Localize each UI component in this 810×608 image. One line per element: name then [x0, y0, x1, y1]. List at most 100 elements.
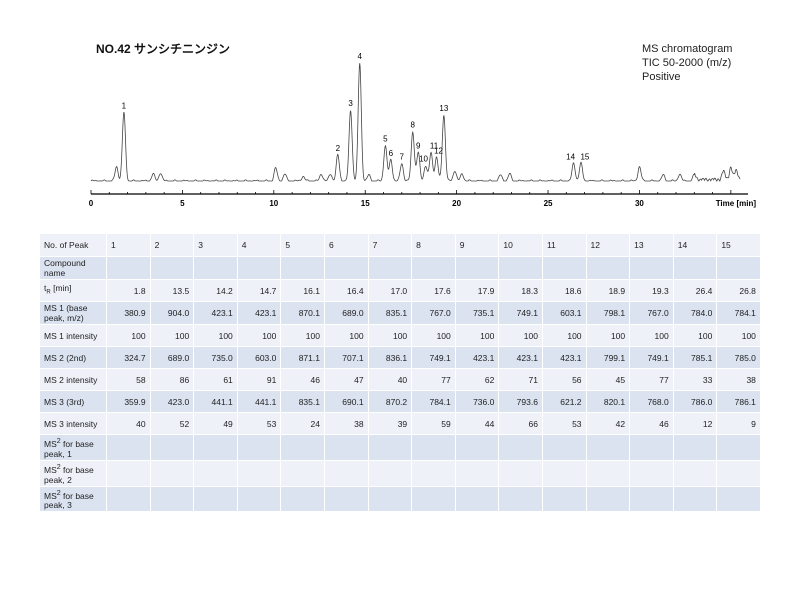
- table-cell: 66: [498, 412, 543, 435]
- time-axis: 0 5 10 15 20 25 30 Time [min]: [89, 190, 757, 208]
- table-cell: [367, 434, 413, 461]
- table-cell: 17.0: [367, 279, 413, 302]
- x-tick-label: 0: [89, 199, 94, 208]
- table-cell: 359.9: [106, 390, 151, 413]
- table-row: Compound name: [39, 256, 761, 280]
- table-cell: 820.1: [585, 390, 631, 413]
- row-label-cell: MS 1 intensity: [39, 324, 107, 347]
- table-cell: [541, 256, 587, 280]
- row-label-cell: MS2 for base peak, 1: [39, 434, 107, 461]
- table-cell: 53: [236, 412, 282, 435]
- table-cell: 9: [716, 412, 761, 435]
- peak-number-cell: 9: [454, 233, 500, 257]
- peak-label-5: 5: [383, 135, 388, 144]
- table-cell: 56: [541, 368, 587, 391]
- table-cell: 707.1: [323, 346, 369, 369]
- x-tick-label: 25: [544, 199, 553, 208]
- table-cell: 100: [498, 324, 543, 347]
- table-cell: 14.7: [236, 279, 282, 302]
- table-cell: [149, 256, 195, 280]
- table-cell: 870.2: [367, 390, 413, 413]
- table-cell: 24: [280, 412, 325, 435]
- table-cell: 16.1: [280, 279, 325, 302]
- x-tick-label: 20: [452, 199, 461, 208]
- table-cell: 17.9: [454, 279, 500, 302]
- table-cell: 46: [280, 368, 325, 391]
- table-header-row: No. of Peak 1 2 3 4 5 6 7 8 9 10 11 12 13 14 15: [39, 233, 761, 257]
- peak-label-12: 12: [434, 146, 443, 155]
- table-cell: 784.1: [716, 301, 761, 325]
- table-cell: [629, 256, 674, 280]
- table-cell: [629, 434, 674, 461]
- table-cell: [498, 459, 543, 487]
- table-cell: [585, 459, 631, 487]
- row-label-cell: MS 1 (base peak, m/z): [39, 301, 107, 325]
- table-cell: 38: [323, 412, 369, 435]
- table-cell: 423.1: [193, 301, 238, 325]
- peak-label-2: 2: [336, 144, 341, 153]
- page-title: NO.42 サンシチニンジン: [96, 42, 231, 56]
- table-cell: [193, 459, 238, 487]
- table-cell: [585, 434, 631, 461]
- table-cell: 38: [716, 368, 761, 391]
- peak-number-cell: 10: [498, 233, 543, 257]
- table-cell: 799.1: [585, 346, 631, 369]
- table-cell: [280, 459, 325, 487]
- table-row: MS2 for base peak, 2: [39, 459, 761, 487]
- table-cell: 690.1: [323, 390, 369, 413]
- table-cell: 77: [629, 368, 674, 391]
- peak-label-6: 6: [389, 149, 394, 158]
- table-cell: [323, 459, 369, 487]
- table-cell: 784.1: [411, 390, 456, 413]
- table-cell: [193, 434, 238, 461]
- table-cell: 870.1: [280, 301, 325, 325]
- info-line-range: TIC 50-2000 (m/z): [642, 57, 732, 69]
- table-cell: [541, 434, 587, 461]
- table-cell: [193, 485, 238, 513]
- table-cell: 836.1: [367, 346, 413, 369]
- peak-number-cell: 6: [323, 233, 369, 257]
- table-cell: 904.0: [149, 301, 195, 325]
- table-cell: 100: [149, 324, 195, 347]
- row-label-cell: tR [min]: [39, 279, 107, 302]
- table-cell: 736.0: [454, 390, 500, 413]
- table-cell: 33: [672, 368, 718, 391]
- table-cell: [454, 485, 500, 513]
- table-cell: 735.1: [454, 301, 500, 325]
- table-cell: [236, 256, 282, 280]
- table-cell: 689.0: [323, 301, 369, 325]
- table-cell: 423.1: [236, 301, 282, 325]
- table-row: MS 1 (base peak, m/z) 380.9 904.0 423.1 423.…: [39, 301, 761, 325]
- table-cell: 767.0: [411, 301, 456, 325]
- table-cell: 793.6: [498, 390, 543, 413]
- table-cell: [149, 434, 195, 461]
- table-cell: [629, 485, 674, 513]
- table-cell: [367, 256, 413, 280]
- table-cell: [541, 459, 587, 487]
- table-cell: 441.1: [193, 390, 238, 413]
- table-cell: 26.8: [716, 279, 761, 302]
- peak-table: No. of Peak 1 2 3 4 5 6 7 8 9 10 11 12 13 14 15 Compound…: [39, 233, 761, 513]
- table-cell: 18.3: [498, 279, 543, 302]
- table-cell: 603.0: [236, 346, 282, 369]
- peak-label-11: 11: [430, 142, 439, 151]
- table-cell: [454, 434, 500, 461]
- table-cell: [454, 256, 500, 280]
- table-cell: [585, 256, 631, 280]
- table-cell: 786.0: [672, 390, 718, 413]
- peak-number-cell: 7: [367, 233, 413, 257]
- table-cell: 785.0: [716, 346, 761, 369]
- x-axis-label: Time [min]: [716, 199, 757, 208]
- row-label-cell: MS2 for base peak, 3: [39, 485, 107, 513]
- table-row: MS2 for base peak, 1: [39, 434, 761, 461]
- info-line-mode: Positive: [642, 71, 681, 83]
- tic-trace-line: [90, 63, 741, 182]
- x-tick-label: 10: [269, 199, 278, 208]
- peak-label-10: 10: [419, 155, 428, 164]
- peak-label-14: 14: [566, 152, 575, 161]
- table-cell: [106, 256, 151, 280]
- table-cell: 49: [193, 412, 238, 435]
- table-cell: [280, 485, 325, 513]
- table-cell: 423.1: [454, 346, 500, 369]
- table-cell: 689.0: [149, 346, 195, 369]
